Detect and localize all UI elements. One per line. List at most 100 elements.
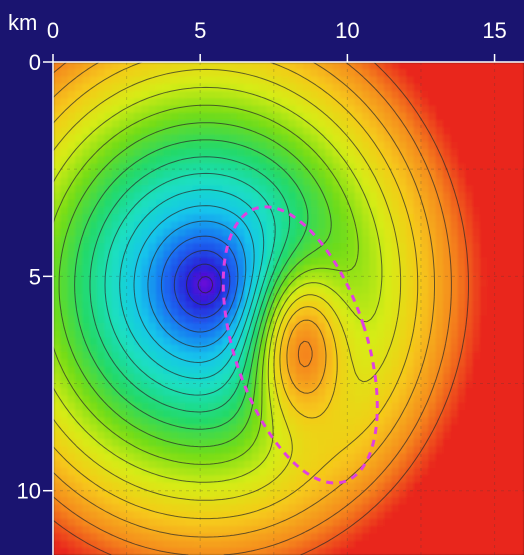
heatmap-cell [420,163,430,172]
heatmap-cell [104,489,113,498]
heatmap-cell [398,518,408,527]
heatmap-cell [156,337,165,346]
heatmap-cell [479,170,488,179]
heatmap-cell [111,388,121,397]
heatmap-cell [89,424,98,433]
heatmap-cell [251,127,260,136]
heatmap-cell [340,308,349,317]
heatmap-cell [406,156,415,165]
heatmap-cell [465,330,474,339]
heatmap-cell [266,315,275,324]
heatmap-cell [67,112,76,121]
heatmap-cell [516,91,524,100]
heatmap-cell [288,526,297,535]
heatmap-cell [148,149,157,158]
heatmap-cell [67,359,76,368]
heatmap-cell [170,526,179,535]
heatmap-cell [67,134,76,143]
heatmap-cell [148,315,157,324]
heatmap-cell [214,424,224,433]
heatmap-cell [413,221,422,230]
heatmap-cell [465,134,474,143]
heatmap-cell [89,395,98,404]
heatmap-cell [472,301,481,310]
heatmap-cell [472,83,481,92]
heatmap-cell [457,265,466,274]
heatmap-cell [465,294,474,303]
heatmap-cell [156,207,165,216]
heatmap-cell [428,185,437,194]
heatmap-cell [214,497,224,506]
heatmap-cell [200,381,209,390]
heatmap-cell [111,105,121,114]
heatmap-cell [75,308,84,317]
heatmap-cell [332,286,341,295]
heatmap-cell [465,475,474,484]
heatmap-cell [362,352,371,361]
heatmap-cell [376,337,385,346]
heatmap-cell [501,98,511,107]
heatmap-cell [60,460,69,469]
heatmap-cell [494,446,503,455]
heatmap-cell [89,468,98,477]
heatmap-cell [443,308,452,317]
heatmap-cell [501,199,511,208]
heatmap-cell [295,511,305,520]
heatmap-cell [310,308,319,317]
heatmap-cell [111,373,121,382]
heatmap-cell [259,547,268,555]
heatmap-cell [347,286,356,295]
heatmap-cell [413,243,422,252]
heatmap-cell [82,163,91,172]
heatmap-cell [266,301,275,310]
heatmap-cell [259,337,268,346]
heatmap-cell [435,381,444,390]
heatmap-cell [214,141,224,150]
heatmap-cell [141,301,150,310]
heatmap-cell [207,250,216,259]
heatmap-cell [435,337,444,346]
heatmap-cell [376,344,385,353]
heatmap-cell [413,91,422,100]
heatmap-cell [82,431,91,440]
heatmap-cell [310,286,319,295]
heatmap-cell [509,540,518,549]
heatmap-cell [450,163,459,172]
heatmap-cell [53,439,62,448]
heatmap-cell [244,475,253,484]
heatmap-cell [494,497,503,506]
heatmap-cell [133,460,143,469]
heatmap-cell [200,192,209,201]
heatmap-cell [295,366,305,375]
heatmap-cell [398,185,408,194]
heatmap-cell [295,475,305,484]
heatmap-cell [97,417,106,426]
heatmap-cell [450,468,459,477]
heatmap-cell [362,105,371,114]
heatmap-cell [259,141,268,150]
heatmap-cell [53,127,62,136]
heatmap-cell [207,315,216,324]
heatmap-cell [111,417,121,426]
heatmap-cell [170,431,179,440]
heatmap-cell [501,497,511,506]
heatmap-cell [317,279,327,288]
heatmap-cell [332,243,341,252]
heatmap-cell [376,373,385,382]
heatmap-cell [295,381,305,390]
heatmap-cell [170,228,179,237]
heatmap-cell [251,308,260,317]
heatmap-cell [457,315,466,324]
heatmap-cell [170,199,179,208]
heatmap-cell [104,105,113,114]
heatmap-cell [104,112,113,121]
heatmap-cell [450,315,459,324]
heatmap-cell [384,373,393,382]
heatmap-cell [516,381,524,390]
heatmap-cell [354,185,363,194]
heatmap-cell [376,366,385,375]
heatmap-cell [104,294,113,303]
heatmap-cell [384,323,393,332]
heatmap-cell [310,120,319,129]
contour-line [53,62,452,555]
